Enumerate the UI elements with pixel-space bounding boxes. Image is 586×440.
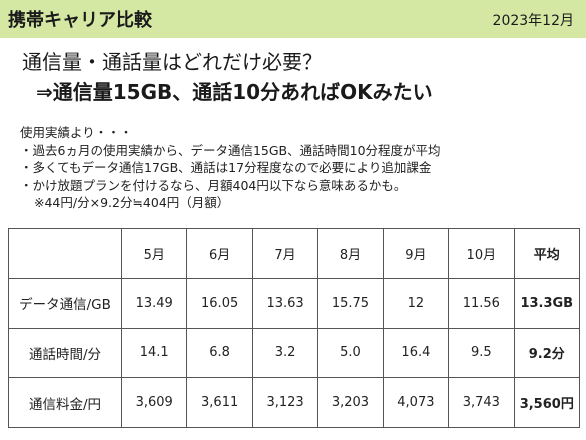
table-cell: 13.49 bbox=[120, 277, 188, 329]
date-label: 2023年12月 bbox=[492, 13, 574, 29]
table-cell: 3,743 bbox=[448, 377, 515, 428]
table-cell: 6.8 bbox=[186, 327, 253, 379]
table-cell: 3.2 bbox=[251, 327, 319, 379]
table-cell: 16.05 bbox=[186, 277, 253, 329]
column-header-average: 平均 bbox=[513, 228, 581, 279]
table-row: データ通信/GB 13.49 16.05 13.63 15.75 12 11.5… bbox=[8, 277, 581, 329]
row-label: 通話時間/分 bbox=[8, 327, 122, 379]
answer-text: ⇒通信量15GB、通話10分あればOKみたい bbox=[36, 80, 433, 104]
table-row: 通話時間/分 14.1 6.8 3.2 5.0 16.4 9.5 9.2分 bbox=[8, 327, 581, 379]
table-cell: 11.56 bbox=[448, 277, 515, 329]
notes-block: 使用実績より・・・ ・過去6ヵ月の使用実績から、データ通信15GB、通話時間10… bbox=[20, 124, 441, 212]
notes-calculation: ※44円/分×9.2分≒404円（月額） bbox=[34, 195, 230, 210]
table-cell: 5.0 bbox=[317, 327, 384, 379]
notes-bullet: ・過去6ヵ月の使用実績から、データ通信15GB、通話時間10分程度が平均 bbox=[20, 142, 441, 158]
table-cell: 12 bbox=[382, 277, 450, 329]
table-cell: 15.75 bbox=[317, 277, 384, 329]
notes-bullet: ・多くてもデータ通信17GB、通話は17分程度なので必要により追加課金 bbox=[20, 160, 432, 175]
column-header: 9月 bbox=[382, 228, 450, 279]
header-bar: 携帯キャリア比較 2023年12月 bbox=[0, 0, 586, 38]
average-cell: 13.3GB bbox=[513, 277, 581, 329]
question-text: 通信量・通話量はどれだけ必要？ bbox=[22, 50, 322, 74]
table-cell: 9.5 bbox=[448, 327, 515, 379]
table-cell: 3,609 bbox=[120, 377, 188, 428]
column-header: 10月 bbox=[448, 228, 515, 279]
table-cell: 3,611 bbox=[186, 377, 253, 428]
notes-intro: 使用実績より・・・ bbox=[20, 125, 133, 140]
column-header: 7月 bbox=[251, 228, 319, 279]
table-cell: 14.1 bbox=[120, 327, 188, 379]
page-title: 携帯キャリア比較 bbox=[8, 10, 152, 31]
table-corner-cell bbox=[8, 228, 122, 279]
average-cell: 3,560円 bbox=[513, 377, 581, 428]
usage-table: 5月 6月 7月 8月 9月 10月 平均 データ通信/GB 13.49 16.… bbox=[8, 228, 581, 428]
row-label: 通信料金/円 bbox=[8, 377, 122, 428]
table-cell: 3,203 bbox=[317, 377, 384, 428]
table-cell: 4,073 bbox=[382, 377, 450, 428]
column-header: 8月 bbox=[317, 228, 384, 279]
notes-bullet: ・かけ放題プランを付けるなら、月額404円以下なら意味あるかも。 bbox=[20, 177, 407, 193]
table-cell: 3,123 bbox=[251, 377, 319, 428]
table-cell: 16.4 bbox=[382, 327, 450, 379]
table-cell: 13.63 bbox=[251, 277, 319, 329]
table-header-row: 5月 6月 7月 8月 9月 10月 平均 bbox=[8, 228, 581, 279]
average-cell: 9.2分 bbox=[513, 327, 581, 379]
table-row: 通信料金/円 3,609 3,611 3,123 3,203 4,073 3,7… bbox=[8, 377, 581, 428]
column-header: 6月 bbox=[186, 228, 253, 279]
row-label: データ通信/GB bbox=[8, 277, 122, 329]
column-header: 5月 bbox=[120, 228, 188, 279]
